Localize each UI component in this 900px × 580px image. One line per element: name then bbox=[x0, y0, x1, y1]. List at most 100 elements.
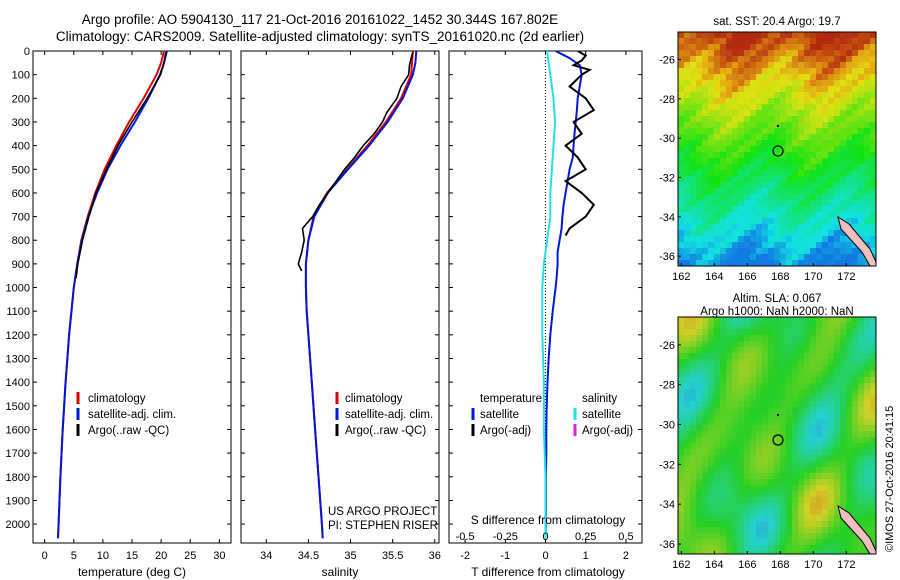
map-cell bbox=[762, 503, 769, 510]
map-cell bbox=[708, 467, 715, 474]
map-cell bbox=[768, 188, 775, 195]
map-cell bbox=[822, 335, 829, 342]
map-cell bbox=[834, 68, 841, 75]
map-cell bbox=[732, 206, 739, 213]
map-cell bbox=[816, 467, 823, 474]
map-cell bbox=[690, 443, 697, 450]
map-cell bbox=[858, 491, 865, 498]
map-cell bbox=[846, 134, 853, 141]
sst-map-frame bbox=[677, 31, 877, 267]
map-cell bbox=[798, 152, 805, 159]
map-cell bbox=[822, 134, 829, 141]
map-cell bbox=[762, 206, 769, 213]
map-cell bbox=[828, 32, 835, 39]
map-cell bbox=[798, 92, 805, 99]
map-cell bbox=[786, 164, 793, 171]
map-cell bbox=[690, 68, 697, 75]
map-cell bbox=[834, 56, 841, 63]
map-cell bbox=[852, 437, 859, 444]
map-cell bbox=[720, 341, 727, 348]
map-cell bbox=[738, 116, 745, 123]
map-cell bbox=[762, 170, 769, 177]
map-cell bbox=[750, 86, 757, 93]
map-cell bbox=[732, 413, 739, 420]
map-cell bbox=[732, 551, 739, 554]
map-cell bbox=[720, 467, 727, 474]
map-cell bbox=[714, 317, 721, 324]
map-cell bbox=[702, 80, 709, 87]
map-cell bbox=[786, 254, 793, 261]
map-cell bbox=[720, 32, 727, 39]
map-cell bbox=[690, 56, 697, 63]
map-cell bbox=[840, 449, 847, 456]
map-cell bbox=[762, 389, 769, 396]
map-cell bbox=[708, 425, 715, 432]
map-cell bbox=[762, 116, 769, 123]
map-cell bbox=[702, 50, 709, 57]
map-cell bbox=[696, 242, 703, 249]
map-cell bbox=[870, 128, 876, 135]
map-lon-label: 164 bbox=[705, 271, 723, 283]
map-cell bbox=[696, 545, 703, 552]
map-cell bbox=[780, 62, 787, 69]
map-cell bbox=[840, 74, 847, 81]
map-cell bbox=[870, 371, 876, 378]
map-cell bbox=[858, 461, 865, 468]
map-cell bbox=[852, 365, 859, 372]
map-cell bbox=[846, 86, 853, 93]
map-cell bbox=[708, 218, 715, 225]
map-cell bbox=[870, 365, 876, 372]
map-cell bbox=[684, 170, 691, 177]
map-cell bbox=[720, 128, 727, 135]
map-cell bbox=[726, 170, 733, 177]
map-cell bbox=[762, 248, 769, 255]
map-cell bbox=[810, 128, 817, 135]
map-cell bbox=[720, 248, 727, 255]
map-cell bbox=[804, 371, 811, 378]
map-cell bbox=[768, 527, 775, 534]
map-cell bbox=[822, 509, 829, 516]
map-cell bbox=[786, 389, 793, 396]
map-cell bbox=[684, 128, 691, 135]
map-cell bbox=[714, 50, 721, 57]
map-cell bbox=[822, 260, 829, 266]
map-cell bbox=[744, 242, 751, 249]
map-cell bbox=[786, 206, 793, 213]
map-cell bbox=[822, 449, 829, 456]
map-cell bbox=[678, 479, 685, 486]
map-cell bbox=[858, 329, 865, 336]
map-cell bbox=[780, 533, 787, 540]
map-cell bbox=[702, 515, 709, 522]
map-cell bbox=[816, 419, 823, 426]
map-cell bbox=[846, 158, 853, 165]
map-cell bbox=[762, 140, 769, 147]
sst-map-title: sat. SST: 20.4 Argo: 19.7 bbox=[713, 16, 840, 28]
map-cell bbox=[744, 116, 751, 123]
map-cell bbox=[780, 44, 787, 51]
map-cell bbox=[684, 206, 691, 213]
map-cell bbox=[828, 230, 835, 237]
map-cell bbox=[768, 521, 775, 528]
map-cell bbox=[708, 341, 715, 348]
map-cell bbox=[810, 206, 817, 213]
sst-map-axes: 162 164 166 168 170 172-26-28-30-32-34-36 bbox=[659, 55, 855, 283]
map-cell bbox=[852, 206, 859, 213]
map-cell bbox=[762, 359, 769, 366]
map-cell bbox=[792, 413, 799, 420]
map-cell bbox=[714, 110, 721, 117]
map-cell bbox=[678, 200, 685, 207]
map-cell bbox=[822, 56, 829, 63]
map-lat-label: -28 bbox=[659, 94, 675, 106]
legend-title-salinity: salinity bbox=[582, 393, 617, 405]
map-cell bbox=[738, 146, 745, 153]
map-cell bbox=[678, 335, 685, 342]
map-cell bbox=[702, 413, 709, 420]
map-cell bbox=[774, 62, 781, 69]
map-cell bbox=[714, 371, 721, 378]
map-cell bbox=[804, 509, 811, 516]
map-cell bbox=[732, 323, 739, 330]
map-cell bbox=[828, 395, 835, 402]
map-cell bbox=[804, 218, 811, 225]
map-cell bbox=[870, 425, 876, 432]
map-cell bbox=[768, 62, 775, 69]
